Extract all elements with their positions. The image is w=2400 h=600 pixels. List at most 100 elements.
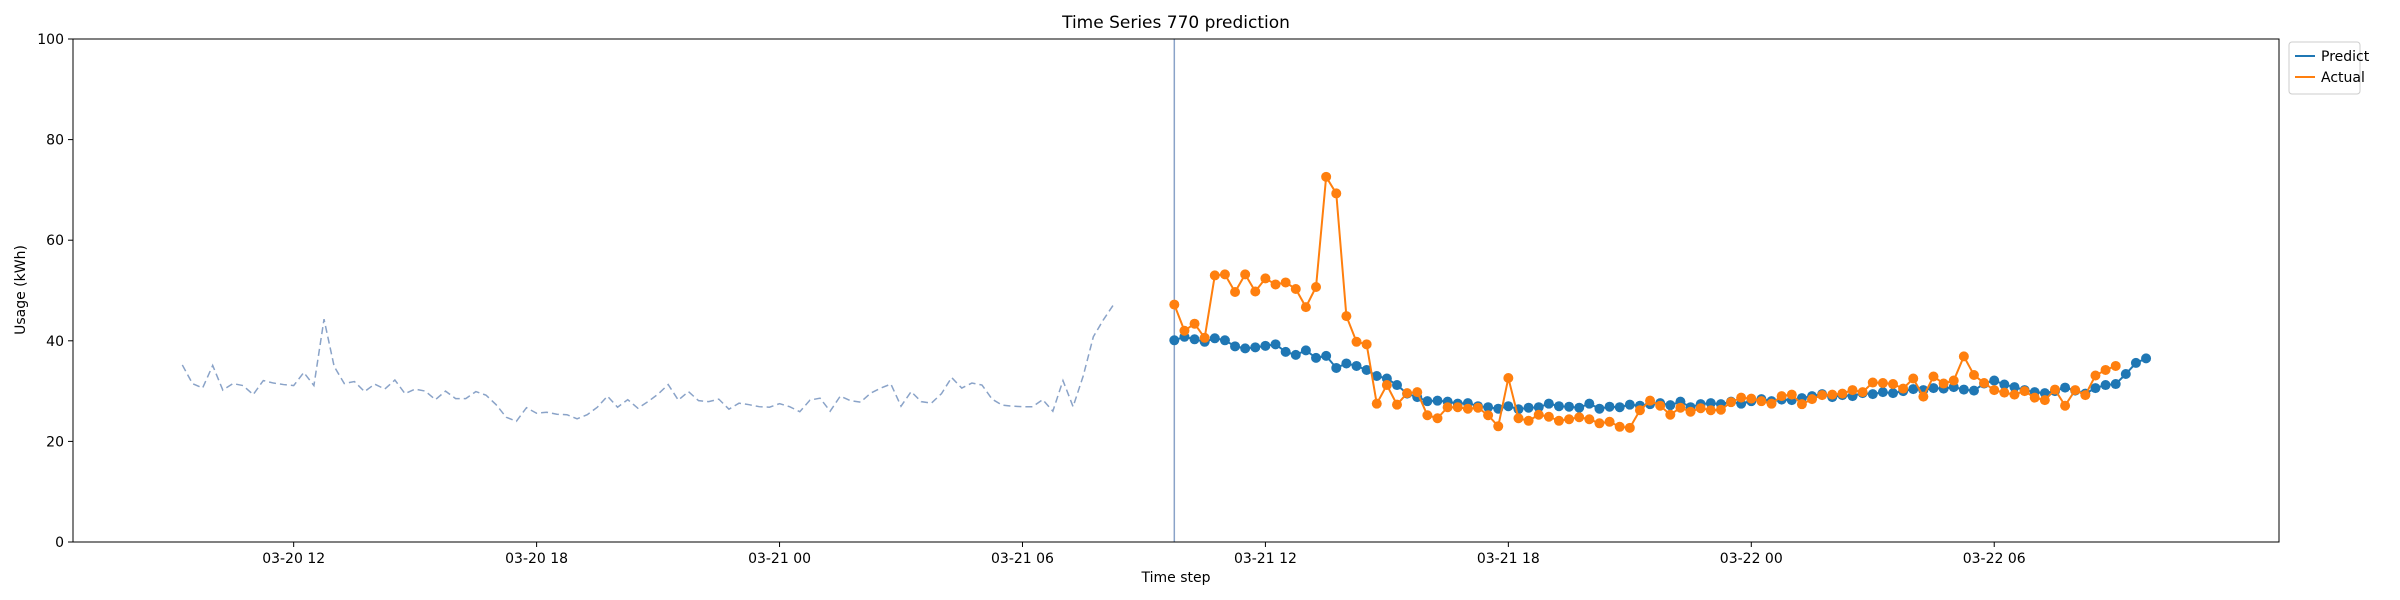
forecast-series-point	[1705, 398, 1716, 409]
legend: Predict Actual	[2288, 41, 2370, 95]
forecast-series-point	[1361, 364, 1372, 375]
actual-series-point	[1341, 311, 1352, 322]
actual-series-point	[1402, 388, 1413, 399]
forecast-series-point	[1928, 383, 1939, 394]
x-tick-label: 03-21 06	[991, 551, 1054, 567]
plot-frame	[72, 38, 2280, 543]
forecast-series-point	[1564, 401, 1575, 412]
actual-series-point	[1472, 402, 1483, 413]
actual-series-point	[1624, 422, 1635, 433]
actual-series-point	[1888, 379, 1898, 390]
actual-series-point	[1786, 389, 1797, 400]
actual-series-point	[1574, 412, 1585, 423]
actual-series-point	[1736, 392, 1747, 403]
x-axis-title: Time step	[1141, 570, 1211, 586]
actual-series-point	[1250, 286, 1261, 297]
actual-series-point	[1169, 299, 1180, 310]
actual-series-point	[1766, 398, 1777, 409]
actual-series-point	[1483, 410, 1494, 421]
actual-series-point	[1999, 387, 2010, 398]
forecast-series-point	[1240, 343, 1251, 354]
forecast-series-point	[2090, 383, 2101, 394]
forecast-series-point	[1432, 395, 1443, 406]
forecast-series-point	[1614, 402, 1625, 413]
forecast-series-point	[1968, 385, 1979, 396]
actual-series-point	[2019, 386, 2030, 397]
forecast-series-point	[2130, 357, 2141, 368]
forecast-series-point	[2060, 382, 2071, 393]
forecast-series-point	[1270, 339, 1281, 350]
actual-series-point	[1462, 403, 1473, 414]
forecast-series-point	[1189, 334, 1200, 345]
actual-series-point	[1867, 377, 1878, 388]
actual-series-point	[1796, 399, 1807, 410]
actual-series-point	[1837, 388, 1848, 399]
actual-series-point	[1351, 336, 1362, 347]
y-tick-label: 0	[55, 535, 64, 551]
y-axis-title: Usage (kWh)	[13, 245, 29, 335]
actual-series-point	[1371, 398, 1382, 409]
actual-series-point	[1381, 380, 1392, 391]
forecast-series-point	[1523, 402, 1534, 413]
actual-series-point	[1240, 269, 1251, 280]
y-tick-label: 100	[37, 32, 64, 48]
actual-series-line	[1173, 173, 2117, 429]
x-tick-label: 03-22 00	[1720, 551, 1783, 567]
forecast-series-point	[1553, 401, 1564, 412]
forecast-series-point	[1351, 360, 1362, 371]
actual-series-point	[1776, 391, 1787, 402]
forecast-series-point	[1230, 341, 1241, 352]
forecast-series-point	[1331, 362, 1342, 373]
y-tick-label: 80	[46, 133, 64, 149]
forecast-series-point	[1877, 387, 1888, 398]
forecast-series-point	[1422, 396, 1433, 407]
actual-series-point	[1513, 413, 1524, 424]
actual-series-point	[1968, 370, 1979, 380]
forecast-series-point	[1665, 400, 1676, 411]
forecast-series-point	[1341, 358, 1352, 369]
actual-series-point	[2070, 385, 2081, 396]
actual-series-point	[1189, 318, 1200, 329]
actual-series-point	[1928, 371, 1939, 382]
history-series-line	[181, 304, 1115, 423]
actual-series-point	[1908, 373, 1919, 384]
forecast-series-point	[1888, 388, 1898, 399]
forecast-series-point	[1169, 335, 1180, 346]
actual-series-point	[1645, 395, 1656, 406]
forecast-series-point	[1290, 349, 1301, 360]
legend-actual-label: Actual	[2321, 70, 2365, 86]
forecast-series-point	[2120, 369, 2131, 379]
y-tick-label: 20	[46, 434, 64, 450]
actual-series-point	[1300, 302, 1311, 313]
actual-series-point	[1321, 171, 1332, 182]
actual-series-point	[1331, 188, 1342, 199]
actual-series-point	[2039, 395, 2050, 406]
actual-series-point	[1553, 415, 1564, 426]
chart-title: Time Series 770 prediction	[1061, 13, 1290, 33]
x-tick-label: 03-21 18	[1477, 551, 1540, 567]
actual-series-point	[1695, 403, 1706, 414]
forecast-series-point	[1594, 403, 1605, 414]
forecast-series-point	[1958, 384, 1969, 395]
forecast-series-point	[1624, 399, 1635, 410]
forecast-series-point	[1209, 333, 1220, 344]
forecast-series-point	[1260, 340, 1271, 351]
forecast-series-point	[1999, 379, 2010, 390]
actual-series-point	[1503, 373, 1514, 384]
forecast-series-point	[2100, 380, 2111, 391]
actual-series-point	[1452, 402, 1463, 413]
actual-series-point	[1918, 391, 1929, 402]
legend-forecast-label: Predict	[2321, 49, 2370, 65]
actual-series-point	[1392, 399, 1402, 410]
actual-series-point	[1685, 406, 1696, 417]
actual-series-point	[1179, 325, 1190, 336]
actual-series-point	[1604, 416, 1615, 427]
forecast-series-point	[1574, 402, 1585, 413]
forecast-series-point	[1280, 346, 1291, 357]
actual-series-point	[1533, 409, 1544, 420]
actual-series-point	[1989, 385, 2000, 396]
actual-series-point	[1877, 378, 1888, 389]
actual-series-point	[1715, 404, 1726, 415]
forecast-series-point	[1867, 389, 1878, 400]
